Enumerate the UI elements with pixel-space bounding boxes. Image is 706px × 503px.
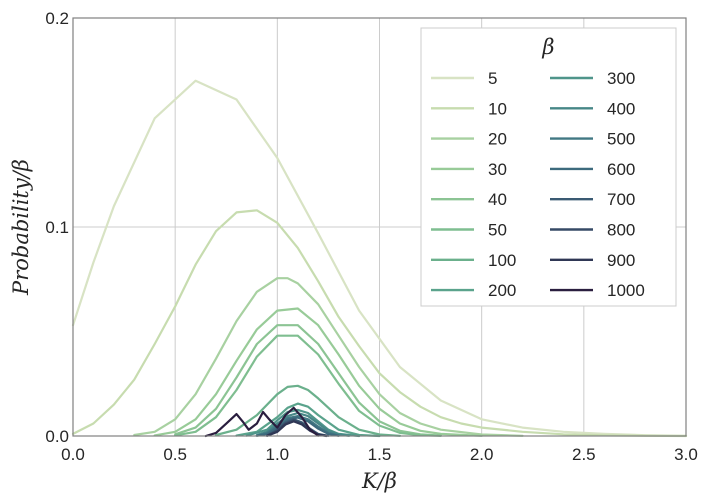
series-line-50 <box>174 334 442 437</box>
legend-label: 300 <box>607 69 635 88</box>
y-tick-label: 0.2 <box>45 9 69 28</box>
y-tick-label: 0.1 <box>45 218 69 237</box>
series-line-20 <box>133 277 524 437</box>
series-line-30 <box>153 307 483 437</box>
legend-items: 5 10 20 30 40 50 100 200 300 400 500 600 700 800 900 10… <box>431 69 645 300</box>
series-line-400 <box>255 411 350 437</box>
x-tick-label: 2.5 <box>572 445 596 464</box>
series-line-10 <box>71 209 688 438</box>
legend-label: 30 <box>488 160 507 179</box>
legend-label: 700 <box>607 190 635 209</box>
legend-label: 900 <box>607 251 635 270</box>
legend-label: 5 <box>488 69 497 88</box>
legend-label: 800 <box>607 221 635 240</box>
series-line-40 <box>174 324 442 437</box>
legend-label: 20 <box>488 130 507 149</box>
series-line-600 <box>255 416 340 437</box>
x-axis-label: K/β <box>361 469 397 493</box>
x-tick-label: 0.5 <box>163 445 187 464</box>
series-line-1000 <box>204 406 320 438</box>
legend-title: β <box>541 35 554 59</box>
series-line-500 <box>255 415 340 437</box>
legend-label: 200 <box>488 281 516 300</box>
series-line-5 <box>71 79 688 437</box>
legend-label: 600 <box>607 160 635 179</box>
series-line-100 <box>214 384 401 437</box>
tick-labels: 0.0 0.5 1.0 1.5 2.0 2.5 3.0 0.0 0.1 0.2 <box>45 9 697 464</box>
legend-label: 50 <box>488 221 507 240</box>
plot-frame <box>72 17 687 437</box>
legend-label: 40 <box>488 190 507 209</box>
legend-label: 100 <box>488 251 516 270</box>
x-tick-label: 0.0 <box>61 445 85 464</box>
legend-label: 1000 <box>607 281 645 300</box>
legend-label: 400 <box>607 99 635 118</box>
legend-box <box>420 27 677 307</box>
y-tick-label: 0.0 <box>45 427 69 446</box>
legend-label: 500 <box>607 130 635 149</box>
x-tick-label: 1.0 <box>266 445 290 464</box>
x-tick-label: 3.0 <box>674 445 698 464</box>
series-line-200 <box>235 402 381 438</box>
legend: β 5 10 20 30 40 50 100 200 300 400 500 600 700 800 900… <box>420 27 677 307</box>
y-axis-label: Probability/β <box>9 159 33 296</box>
x-tick-label: 2.0 <box>470 445 494 464</box>
x-tick-label: 1.5 <box>368 445 392 464</box>
series-lines <box>71 79 688 438</box>
legend-label: 10 <box>488 99 507 118</box>
